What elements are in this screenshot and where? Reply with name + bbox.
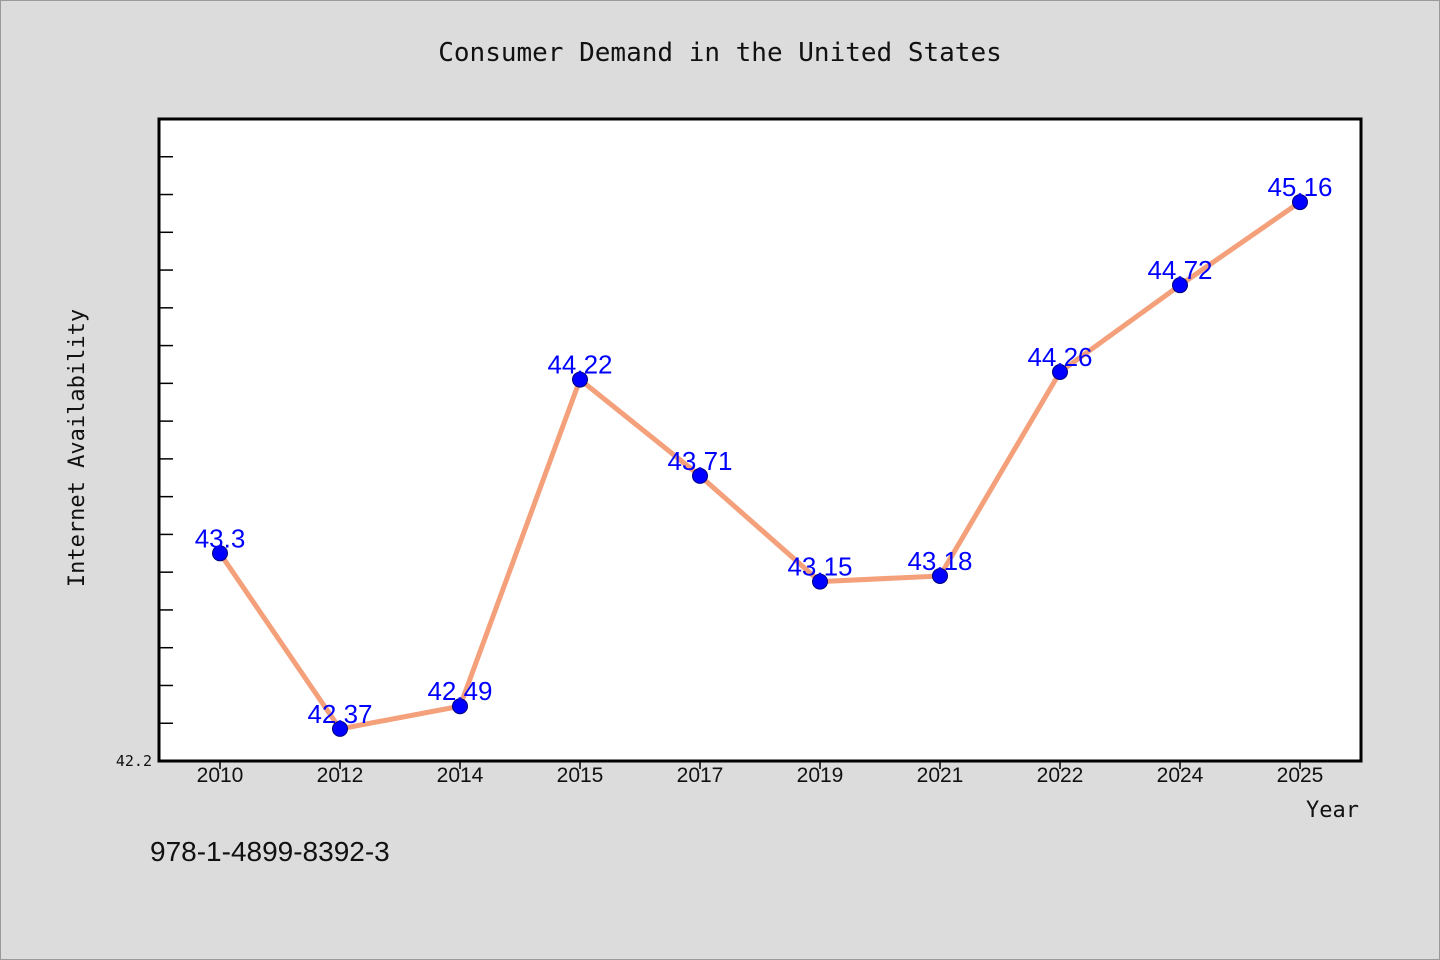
data-label: 43.3: [195, 523, 246, 553]
data-label: 44.72: [1147, 255, 1212, 285]
data-label: 43.71: [667, 446, 732, 476]
y-tick-label: 42.2: [116, 752, 152, 770]
data-label: 44.22: [547, 350, 612, 380]
x-tick-label: 2021: [917, 764, 964, 787]
data-label: 44.26: [1027, 342, 1092, 372]
x-tick-label: 2019: [797, 764, 844, 787]
x-tick-label: 2024: [1157, 764, 1204, 787]
data-point: [1172, 277, 1188, 294]
series-markers: [212, 194, 1308, 737]
data-label: 42.49: [427, 676, 492, 706]
data-label: 43.18: [907, 546, 972, 576]
x-tick-labels: 2010 2012 2014 2015 2017 2019 2021 2022 2024 2025: [197, 764, 1324, 787]
data-point: [212, 545, 228, 562]
data-point: [452, 698, 468, 715]
data-point: [932, 567, 948, 584]
x-tick-label: 2012: [317, 764, 364, 787]
data-point: [1292, 194, 1308, 211]
y-axis-label: Internet Availability: [65, 309, 90, 587]
data-point: [572, 371, 588, 388]
data-point: [812, 573, 828, 590]
data-point: [1052, 364, 1068, 381]
x-tick-label: 2025: [1277, 764, 1324, 787]
data-label: 42.37: [307, 699, 372, 729]
y-axis-ticks: [159, 118, 173, 762]
data-point: [692, 467, 708, 484]
x-tick-label: 2015: [557, 764, 604, 787]
x-tick-label: 2014: [437, 764, 484, 787]
x-tick-label: 2010: [197, 764, 244, 787]
data-label: 45.16: [1267, 172, 1332, 202]
isbn-text: 978-1-4899-8392-3: [150, 836, 390, 867]
data-point: [332, 720, 348, 737]
series-line: [217, 200, 1302, 732]
x-axis-ticks: [219, 761, 1301, 769]
data-labels: 43.3 42.37 42.49 44.22 43.71 43.15 43.18 44.26 4…: [195, 172, 1333, 729]
chart-title: Consumer Demand in the United States: [438, 38, 1002, 68]
data-label: 43.15: [787, 552, 852, 582]
x-tick-label: 2017: [677, 764, 724, 787]
plot-area: [157, 117, 1363, 763]
x-axis-label: Year: [1306, 798, 1359, 823]
x-tick-label: 2022: [1037, 764, 1084, 787]
